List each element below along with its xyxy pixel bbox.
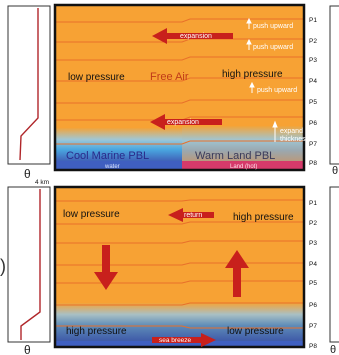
top-level-p8: P8 xyxy=(309,160,317,167)
top-level-p5: P5 xyxy=(309,99,317,106)
push-upward-2: push upward xyxy=(253,44,293,51)
top-level-p3: P3 xyxy=(309,57,317,64)
push-upward-3: push upward xyxy=(257,87,297,94)
land-hot-label: Land (hot) xyxy=(230,164,257,170)
top-panel xyxy=(53,3,306,172)
bottom-level-p6: P6 xyxy=(309,302,317,309)
warm-land-pbl: Warm Land PBL xyxy=(195,150,275,162)
return-label: return xyxy=(184,212,202,219)
push-upward-arrows xyxy=(246,17,278,142)
top-right-theta: θ xyxy=(332,165,338,177)
bottom-level-p5: P5 xyxy=(309,280,317,287)
top-expansion-arrow-upper xyxy=(152,28,233,44)
bottom-high-pressure: high pressure xyxy=(233,212,294,223)
bottom-low-pressure-surface: low pressure xyxy=(227,326,284,337)
rising-arrow xyxy=(225,250,249,297)
top-expansion-lower-label: expansion xyxy=(167,119,199,126)
push-upward-1: push upward xyxy=(253,23,293,30)
expand-thickness-2: thickness xyxy=(280,136,310,143)
bottom-panel xyxy=(53,185,306,349)
height-label: 4 km xyxy=(35,179,49,186)
bottom-theta-profile xyxy=(7,186,51,343)
bottom-level-p1: P1 xyxy=(309,200,317,207)
bottom-paren: ) xyxy=(0,256,6,276)
bottom-high-pressure-surface: high pressure xyxy=(66,326,127,337)
bottom-pressure-levels: P1 P2 P3 P4 P5 P6 P7 P8 xyxy=(309,200,317,350)
bottom-level-p2: P2 xyxy=(309,220,317,227)
sea-breeze-arrow xyxy=(152,333,216,347)
top-level-p6: P6 xyxy=(309,120,317,127)
top-pressure-levels: P1 P2 P3 P4 P5 P6 P7 P8 xyxy=(309,17,317,167)
return-arrow xyxy=(168,208,214,222)
expand-thickness-1: expand xyxy=(280,128,303,135)
top-theta-label: θ xyxy=(24,167,31,181)
bottom-level-p3: P3 xyxy=(309,240,317,247)
cool-marine-pbl: Cool Marine PBL xyxy=(66,150,149,162)
bottom-level-p4: P4 xyxy=(309,261,317,268)
water-label: water xyxy=(104,164,120,170)
top-level-p7: P7 xyxy=(309,141,317,148)
bottom-level-p7: P7 xyxy=(309,323,317,330)
bottom-level-p8: P8 xyxy=(309,343,317,350)
top-theta-profile xyxy=(7,5,51,165)
bottom-right-theta: θ xyxy=(330,344,336,355)
top-level-p4: P4 xyxy=(309,78,317,85)
top-expansion-upper-label: expansion xyxy=(180,33,212,40)
sea-breeze-label: sea breeze xyxy=(159,337,192,344)
top-level-p2: P2 xyxy=(309,38,317,45)
top-level-p1: P1 xyxy=(309,17,317,24)
bottom-theta-label: θ xyxy=(24,343,31,355)
top-low-pressure: low pressure xyxy=(68,72,125,83)
bottom-right-profile-box xyxy=(329,186,339,343)
sinking-arrow xyxy=(94,245,118,290)
top-free-air: Free Air xyxy=(150,71,189,83)
bottom-low-pressure: low pressure xyxy=(63,209,120,220)
top-right-profile-box xyxy=(329,5,339,165)
top-high-pressure: high pressure xyxy=(222,69,283,80)
bottom-isobars xyxy=(56,199,303,329)
top-isobars xyxy=(56,18,303,145)
top-expansion-arrow-lower xyxy=(150,114,222,130)
